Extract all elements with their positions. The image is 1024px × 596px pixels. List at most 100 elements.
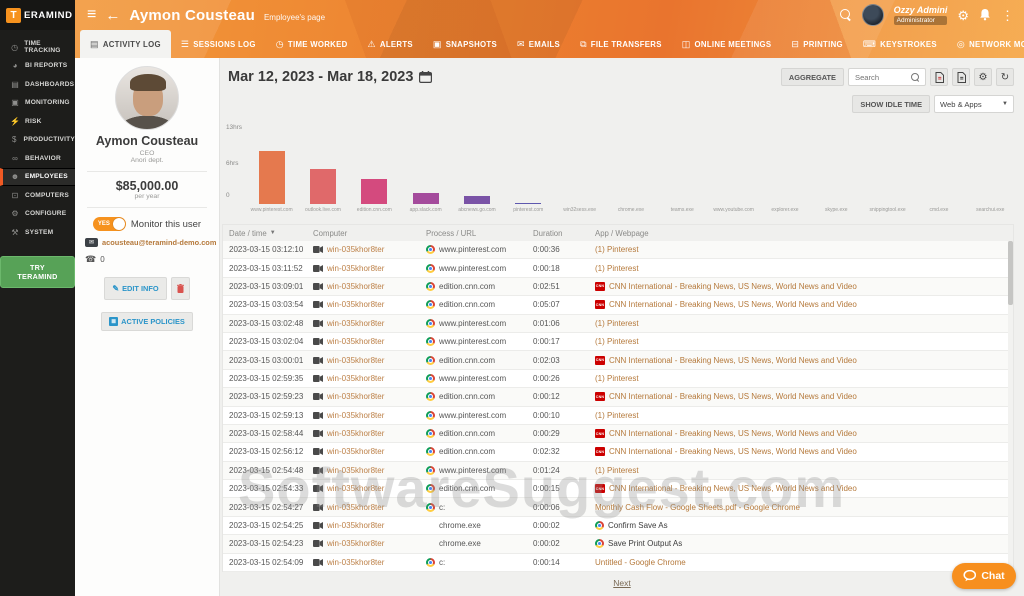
search-input[interactable]: [853, 72, 911, 83]
column-header-duration[interactable]: Duration: [533, 229, 595, 238]
app-webpage-link[interactable]: Save Print Output As: [608, 539, 682, 548]
tab-snapshots[interactable]: ▣ SNAPSHOTS: [423, 30, 507, 58]
sidebar-item-productivity[interactable]: $ PRODUCTIVITY: [0, 131, 75, 150]
sidebar-item-computers[interactable]: ⊡ COMPUTERS: [0, 186, 75, 205]
table-row[interactable]: 2023-03-15 02:59:23 win-035khor8ter edit…: [223, 388, 1013, 406]
tab-online-meetings[interactable]: ◫ ONLINE MEETINGS: [672, 30, 782, 58]
refresh-button[interactable]: ↻: [996, 68, 1014, 86]
computer-link[interactable]: win-035khor8ter: [327, 392, 384, 401]
table-row[interactable]: 2023-03-15 02:59:35 win-035khor8ter www.…: [223, 370, 1013, 388]
search-submit-icon[interactable]: [911, 73, 920, 82]
app-webpage-link[interactable]: (1) Pinterest: [595, 466, 639, 475]
table-row[interactable]: 2023-03-15 02:54:48 win-035khor8ter www.…: [223, 462, 1013, 480]
user-avatar[interactable]: [862, 4, 884, 26]
webapps-filter-dropdown[interactable]: Web & Apps ▼: [934, 95, 1014, 113]
app-webpage-link[interactable]: CNN International - Breaking News, US Ne…: [609, 447, 857, 456]
tab-activity-log[interactable]: ▤ ACTIVITY LOG: [80, 30, 171, 58]
table-row[interactable]: 2023-03-15 02:58:44 win-035khor8ter edit…: [223, 425, 1013, 443]
tab-alerts[interactable]: ⚠ ALERTS: [358, 30, 423, 58]
tab-keystrokes[interactable]: ⌨ KEYSTROKES: [853, 30, 947, 58]
table-settings-gear-button[interactable]: ⚙: [974, 68, 992, 86]
computer-link[interactable]: win-035khor8ter: [327, 447, 384, 456]
computer-link[interactable]: win-035khor8ter: [327, 282, 384, 291]
more-options-icon[interactable]: ⋮: [1001, 9, 1014, 22]
monitor-toggle-row[interactable]: YES Monitor this user: [75, 217, 219, 231]
aggregate-button[interactable]: AGGREGATE: [781, 68, 844, 86]
table-scrollbar[interactable]: [1008, 241, 1013, 572]
column-header-computer[interactable]: Computer: [313, 229, 426, 238]
tab-sessions-log[interactable]: ☰ SESSIONS LOG: [171, 30, 266, 58]
table-row[interactable]: 2023-03-15 02:54:23 win-035khor8ter chro…: [223, 535, 1013, 553]
column-header-app-webpage[interactable]: App / Webpage: [595, 229, 1013, 238]
column-header-process-url[interactable]: Process / URL: [426, 229, 533, 238]
teramind-logo[interactable]: T ERAMIND: [0, 0, 75, 30]
tab-time-worked[interactable]: ◷ TIME WORKED: [266, 30, 358, 58]
date-range-picker[interactable]: Mar 12, 2023 - Mar 18, 2023: [228, 69, 432, 85]
table-row[interactable]: 2023-03-15 02:54:27 win-035khor8ter c: 0…: [223, 498, 1013, 516]
hamburger-menu-icon[interactable]: ≡: [87, 7, 96, 23]
tab-network-monitoring[interactable]: ◎ NETWORK MONITORING: [947, 30, 1024, 58]
settings-gear-icon[interactable]: ⚙: [957, 9, 969, 22]
sidebar-item-dashboards[interactable]: ▤ DASHBOARDS: [0, 75, 75, 94]
computer-link[interactable]: win-035khor8ter: [327, 300, 384, 309]
tab-file-transfers[interactable]: ⧉ FILE TRANSFERS: [570, 30, 672, 58]
sidebar-item-time-tracking[interactable]: ◷ TIME TRACKING: [0, 38, 75, 57]
tab-emails[interactable]: ✉ EMAILS: [507, 30, 570, 58]
active-policies-button[interactable]: ≣ ACTIVE POLICIES: [101, 312, 193, 331]
sidebar-item-configure[interactable]: ⚙ CONFIGURE: [0, 205, 75, 224]
app-webpage-link[interactable]: CNN International - Breaking News, US Ne…: [609, 282, 857, 291]
computer-link[interactable]: win-035khor8ter: [327, 264, 384, 273]
export-file-button[interactable]: [952, 68, 970, 86]
computer-link[interactable]: win-035khor8ter: [327, 374, 384, 383]
computer-link[interactable]: win-035khor8ter: [327, 558, 384, 567]
table-row[interactable]: 2023-03-15 03:12:10 win-035khor8ter www.…: [223, 241, 1013, 259]
employee-email[interactable]: acousteau@teramind-demo.com: [102, 238, 216, 247]
app-webpage-link[interactable]: CNN International - Breaking News, US Ne…: [609, 356, 857, 365]
computer-link[interactable]: win-035khor8ter: [327, 411, 384, 420]
export-pdf-button[interactable]: [930, 68, 948, 86]
notifications-bell-icon[interactable]: [979, 8, 991, 23]
tab-printing[interactable]: ⊟ PRINTING: [781, 30, 853, 58]
computer-link[interactable]: win-035khor8ter: [327, 356, 384, 365]
sidebar-item-system[interactable]: ⚒ SYSTEM: [0, 223, 75, 242]
computer-link[interactable]: win-035khor8ter: [327, 466, 384, 475]
app-webpage-link[interactable]: (1) Pinterest: [595, 411, 639, 420]
table-row[interactable]: 2023-03-15 02:54:33 win-035khor8ter edit…: [223, 480, 1013, 498]
table-row[interactable]: 2023-03-15 03:03:54 win-035khor8ter edit…: [223, 296, 1013, 314]
table-row[interactable]: 2023-03-15 02:54:25 win-035khor8ter chro…: [223, 517, 1013, 535]
back-arrow-icon[interactable]: ←: [105, 8, 120, 23]
app-webpage-link[interactable]: (1) Pinterest: [595, 264, 639, 273]
table-row[interactable]: 2023-03-15 02:59:13 win-035khor8ter www.…: [223, 407, 1013, 425]
app-webpage-link[interactable]: CNN International - Breaking News, US Ne…: [609, 392, 857, 401]
sidebar-item-bi-reports[interactable]: ◕ BI REPORTS: [0, 57, 75, 76]
monitor-toggle[interactable]: YES: [93, 217, 126, 231]
app-webpage-link[interactable]: Confirm Save As: [608, 521, 668, 530]
app-webpage-link[interactable]: (1) Pinterest: [595, 337, 639, 346]
computer-link[interactable]: win-035khor8ter: [327, 503, 384, 512]
column-header-date-time[interactable]: Date / time ▼: [229, 229, 313, 238]
computer-link[interactable]: win-035khor8ter: [327, 521, 384, 530]
app-webpage-link[interactable]: (1) Pinterest: [595, 319, 639, 328]
computer-link[interactable]: win-035khor8ter: [327, 539, 384, 548]
next-page-link[interactable]: Next: [613, 578, 630, 588]
computer-link[interactable]: win-035khor8ter: [327, 429, 384, 438]
app-webpage-link[interactable]: CNN International - Breaking News, US Ne…: [609, 429, 857, 438]
app-webpage-link[interactable]: (1) Pinterest: [595, 245, 639, 254]
table-row[interactable]: 2023-03-15 03:09:01 win-035khor8ter edit…: [223, 278, 1013, 296]
sidebar-item-risk[interactable]: ⚡ RISK: [0, 112, 75, 131]
app-webpage-link[interactable]: Untitled - Google Chrome: [595, 558, 686, 567]
computer-link[interactable]: win-035khor8ter: [327, 319, 384, 328]
edit-info-button[interactable]: ✎ EDIT INFO: [104, 277, 166, 300]
user-info[interactable]: Ozzy Admini Administrator: [894, 5, 948, 26]
table-row[interactable]: 2023-03-15 02:56:12 win-035khor8ter edit…: [223, 443, 1013, 461]
scrollbar-thumb[interactable]: [1008, 241, 1013, 305]
computer-link[interactable]: win-035khor8ter: [327, 245, 384, 254]
sidebar-item-employees[interactable]: ☻ EMPLOYEES: [0, 168, 75, 187]
sidebar-item-monitoring[interactable]: ▣ MONITORING: [0, 94, 75, 113]
search-icon[interactable]: [840, 9, 852, 21]
computer-link[interactable]: win-035khor8ter: [327, 337, 384, 346]
computer-link[interactable]: win-035khor8ter: [327, 484, 384, 493]
try-teramind-button[interactable]: TRY TERAMIND: [0, 256, 75, 288]
table-row[interactable]: 2023-03-15 03:02:48 win-035khor8ter www.…: [223, 315, 1013, 333]
email-row[interactable]: ✉ acousteau@teramind-demo.com: [85, 238, 219, 247]
